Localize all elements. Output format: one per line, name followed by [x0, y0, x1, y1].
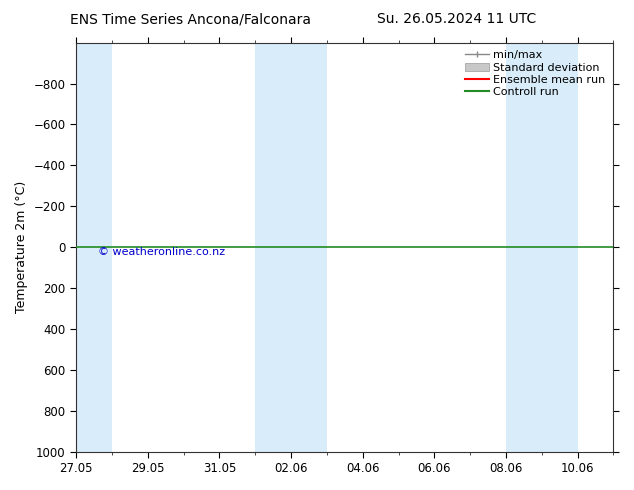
Text: ENS Time Series Ancona/Falconara: ENS Time Series Ancona/Falconara [70, 12, 311, 26]
Bar [256, 43, 327, 452]
Bar [41, 43, 112, 452]
Y-axis label: Temperature 2m (°C): Temperature 2m (°C) [15, 181, 28, 313]
Legend: min/max, Standard deviation, Ensemble mean run, Controll run: min/max, Standard deviation, Ensemble me… [462, 48, 608, 100]
Bar [506, 43, 578, 452]
Text: © weatheronline.co.nz: © weatheronline.co.nz [98, 247, 224, 257]
Text: Su. 26.05.2024 11 UTC: Su. 26.05.2024 11 UTC [377, 12, 536, 26]
